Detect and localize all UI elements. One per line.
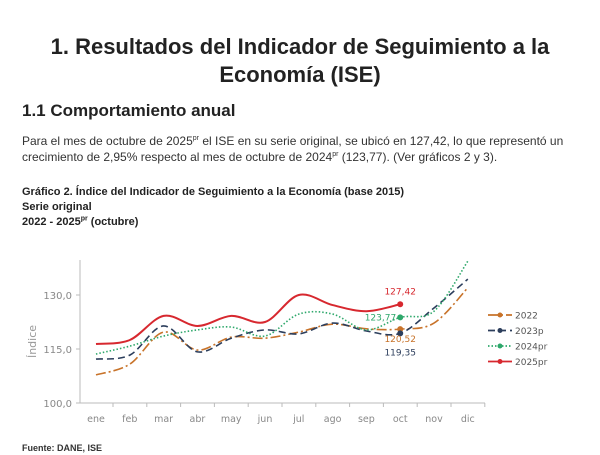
period-text: 2022 - 2025	[22, 216, 81, 228]
summary-paragraph: Para el mes de octubre de 2025pr el ISE …	[22, 133, 594, 165]
data-label-2023p: 119,35	[384, 348, 416, 358]
section-heading: 1.1 Comportamiento anual	[22, 101, 236, 120]
data-label-2024pr: 123,77	[365, 313, 397, 323]
x-tick-label: jul	[292, 414, 304, 425]
series-line-2024pr	[95, 260, 469, 355]
x-tick-label: feb	[122, 414, 137, 425]
legend-label-2023p: 2023p	[515, 327, 544, 337]
chart-period: 2022 - 2025pr (octubre)	[22, 215, 139, 228]
data-point-oct-2025pr	[397, 301, 404, 308]
data-point-oct-2023p	[397, 330, 404, 337]
x-tick-label: dic	[461, 414, 475, 425]
x-tick-label: ago	[324, 414, 342, 425]
page-title-line2: Economía (ISE)	[219, 62, 381, 87]
para-text: Para el mes de octubre de 2025	[22, 134, 193, 148]
x-tick-label: oct	[393, 414, 408, 425]
chart-subcaption: Serie original	[22, 201, 92, 213]
data-label-2022: 120,52	[384, 335, 416, 345]
legend-label-2025pr: 2025pr	[515, 358, 548, 368]
y-tick-label: 115,0	[43, 345, 72, 356]
legend-marker-2025pr	[497, 359, 503, 364]
x-tick-label: ene	[87, 414, 105, 425]
para-sup: pr	[332, 151, 339, 158]
x-tick-label: jun	[257, 414, 273, 425]
legend-marker-2023p	[497, 328, 503, 333]
legend-marker-2024pr	[497, 343, 503, 349]
legend-marker-2022	[497, 312, 503, 318]
line-chart: 100,0 115,0 130,0 Índice ene feb mar abr may jun j…	[26, 260, 548, 425]
series-line-2025pr	[95, 293, 401, 345]
y-tick-label: 130,0	[43, 291, 72, 302]
chart-caption: Gráfico 2. Índice del Indicador de Segui…	[22, 186, 405, 198]
legend-label-2024pr: 2024pr	[515, 343, 548, 353]
x-tick-label: sep	[358, 414, 375, 425]
series-line-2023p	[95, 278, 469, 360]
x-tick-label: mar	[154, 414, 173, 425]
data-point-oct-2022	[397, 326, 404, 333]
para-text: el ISE en su serie original, se ubicó en…	[22, 134, 564, 164]
period-text: (octubre)	[87, 216, 139, 228]
x-tick-label: nov	[425, 414, 443, 425]
legend-label-2022: 2022	[515, 312, 538, 322]
data-point-oct-2024pr	[397, 314, 404, 321]
y-axis-label: Índice	[26, 325, 39, 358]
source-note: Fuente: DANE, ISE	[22, 443, 103, 453]
page-title-line1: 1. Resultados del Indicador de Seguimien…	[50, 34, 550, 59]
para-sup: pr	[192, 135, 200, 142]
y-tick-label: 100,0	[43, 399, 72, 410]
x-tick-label: abr	[190, 414, 206, 425]
para-text: (123,77). (Ver gráficos 2 y 3).	[338, 150, 498, 164]
x-tick-label: may	[221, 414, 242, 425]
data-label-2025pr: 127,42	[384, 287, 416, 297]
period-sup: pr	[80, 215, 88, 223]
